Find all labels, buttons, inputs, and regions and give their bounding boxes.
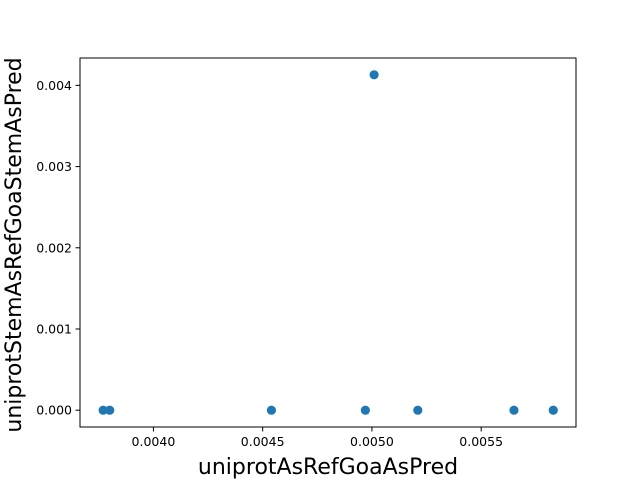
data-point bbox=[105, 405, 115, 415]
y-tick-label: 0.003 bbox=[36, 159, 72, 174]
y-tick-label: 0.000 bbox=[36, 403, 72, 418]
data-points bbox=[98, 70, 558, 415]
data-point bbox=[266, 405, 277, 415]
x-tick-label: 0.0040 bbox=[132, 434, 176, 449]
data-point bbox=[509, 405, 519, 415]
x-axis-label: uniprotAsRefGoaAsPred bbox=[198, 455, 458, 480]
y-tick-label: 0.002 bbox=[36, 240, 72, 255]
x-axis-ticks: 0.0040 0.0045 0.0050 0.0055 bbox=[132, 427, 503, 449]
plot-frame bbox=[79, 57, 577, 428]
x-tick-label: 0.0050 bbox=[350, 434, 394, 449]
plot-area bbox=[80, 58, 576, 427]
data-point bbox=[369, 70, 379, 80]
data-point bbox=[98, 405, 108, 415]
data-point bbox=[360, 405, 370, 415]
x-tick-label: 0.0055 bbox=[459, 434, 503, 449]
y-axis-label: uniprotStemAsRefGoaStemAsPred bbox=[2, 57, 27, 432]
y-tick-label: 0.004 bbox=[36, 78, 72, 93]
x-tick-label: 0.0045 bbox=[241, 434, 285, 449]
y-axis-ticks: 0.000 0.001 0.002 0.003 0.004 bbox=[36, 78, 80, 418]
data-point bbox=[548, 405, 558, 415]
data-point bbox=[413, 405, 423, 415]
y-tick-label: 0.001 bbox=[36, 321, 72, 336]
